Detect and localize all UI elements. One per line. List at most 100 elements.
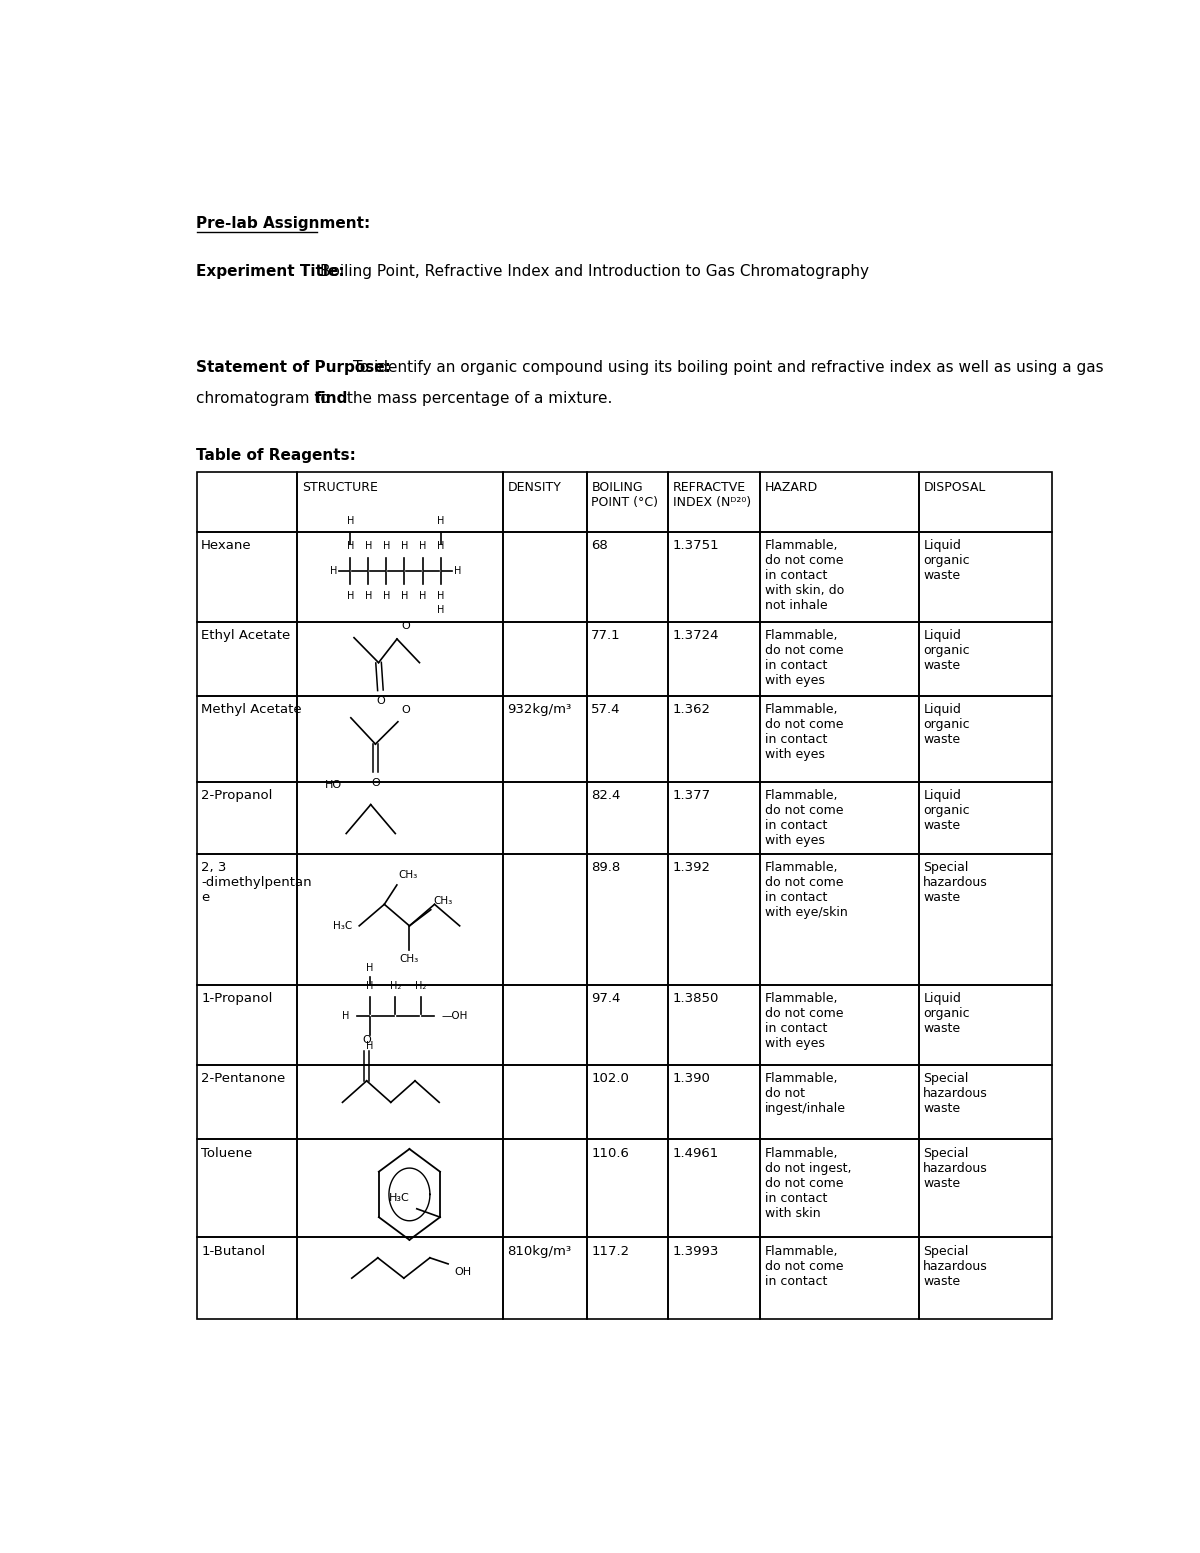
Text: find: find <box>314 391 348 405</box>
Text: Boiling Point, Refractive Index and Introduction to Gas Chromatography: Boiling Point, Refractive Index and Intr… <box>320 264 869 280</box>
Bar <box>503 854 587 985</box>
Text: Flammable,
do not
ingest/inhale: Flammable, do not ingest/inhale <box>764 1073 846 1115</box>
Text: H: H <box>419 590 426 601</box>
Text: DENSITY: DENSITY <box>508 480 562 494</box>
Text: 1.390: 1.390 <box>672 1073 710 1086</box>
Bar <box>197 781 298 854</box>
Text: Special
hazardous
waste: Special hazardous waste <box>923 1073 988 1115</box>
Text: Flammable,
do not come
in contact
with eyes: Flammable, do not come in contact with e… <box>764 789 844 846</box>
Text: Flammable,
do not come
in contact
with eye/skin: Flammable, do not come in contact with e… <box>764 860 847 919</box>
Bar <box>197 621 298 696</box>
Text: Statement of Purpose:: Statement of Purpose: <box>197 360 391 374</box>
Bar <box>761 985 919 1065</box>
Text: H: H <box>401 540 408 551</box>
Text: H: H <box>330 565 337 576</box>
Bar <box>503 472 587 533</box>
Text: H: H <box>401 590 408 601</box>
Bar <box>761 854 919 985</box>
Bar <box>503 621 587 696</box>
Bar <box>668 472 761 533</box>
Bar <box>919 781 1052 854</box>
Bar <box>503 533 587 621</box>
Text: O: O <box>402 621 410 631</box>
Text: CH₃: CH₃ <box>398 870 418 881</box>
Text: Liquid
organic
waste: Liquid organic waste <box>923 629 970 672</box>
Text: CH₃: CH₃ <box>433 896 452 905</box>
Text: 2, 3
-dimethylpentan
e: 2, 3 -dimethylpentan e <box>202 860 312 904</box>
Text: Toluene: Toluene <box>202 1146 252 1160</box>
Text: H: H <box>347 540 354 551</box>
Bar <box>587 1140 668 1238</box>
Text: Special
hazardous
waste: Special hazardous waste <box>923 860 988 904</box>
Bar <box>503 781 587 854</box>
Bar <box>587 472 668 533</box>
Text: REFRACTVE
INDEX (Nᴰ²⁰): REFRACTVE INDEX (Nᴰ²⁰) <box>672 480 751 508</box>
Text: O: O <box>402 705 410 714</box>
Bar <box>761 1238 919 1318</box>
Text: Special
hazardous
waste: Special hazardous waste <box>923 1146 988 1190</box>
Text: H: H <box>366 980 374 991</box>
Text: H: H <box>454 565 462 576</box>
Text: O: O <box>362 1034 371 1045</box>
Bar <box>761 472 919 533</box>
Bar <box>503 696 587 781</box>
Bar <box>197 533 298 621</box>
Text: 1.362: 1.362 <box>672 704 710 716</box>
Text: 97.4: 97.4 <box>592 992 620 1005</box>
Bar <box>668 854 761 985</box>
Bar <box>668 1140 761 1238</box>
Bar <box>298 854 503 985</box>
Text: Liquid
organic
waste: Liquid organic waste <box>923 539 970 582</box>
Text: H₃C: H₃C <box>332 921 352 930</box>
Text: H: H <box>437 516 444 526</box>
Bar <box>197 1140 298 1238</box>
Text: H: H <box>342 1011 349 1020</box>
Bar <box>503 1065 587 1140</box>
Text: 102.0: 102.0 <box>592 1073 629 1086</box>
Bar <box>587 1238 668 1318</box>
Bar <box>197 472 298 533</box>
Bar <box>668 985 761 1065</box>
Bar <box>668 1065 761 1140</box>
Bar <box>298 1238 503 1318</box>
Bar <box>197 1065 298 1140</box>
Text: H: H <box>383 590 390 601</box>
Text: Liquid
organic
waste: Liquid organic waste <box>923 704 970 745</box>
Bar <box>197 1238 298 1318</box>
Bar <box>197 854 298 985</box>
Bar <box>668 781 761 854</box>
Text: O: O <box>376 696 385 707</box>
Text: Flammable,
do not come
in contact
with skin, do
not inhale: Flammable, do not come in contact with s… <box>764 539 845 612</box>
Text: Hexane: Hexane <box>202 539 252 553</box>
Text: HO: HO <box>324 780 342 790</box>
Bar <box>919 1140 1052 1238</box>
Text: Experiment Title:: Experiment Title: <box>197 264 346 280</box>
Bar <box>587 985 668 1065</box>
Text: 2-Propanol: 2-Propanol <box>202 789 272 801</box>
Bar <box>587 1065 668 1140</box>
Bar <box>761 533 919 621</box>
Text: 1.4961: 1.4961 <box>672 1146 719 1160</box>
Text: Liquid
organic
waste: Liquid organic waste <box>923 992 970 1036</box>
Bar <box>919 985 1052 1065</box>
Text: 68: 68 <box>592 539 608 553</box>
Text: Methyl Acetate: Methyl Acetate <box>202 704 301 716</box>
Text: —OH: —OH <box>442 1011 468 1020</box>
Bar <box>761 696 919 781</box>
Bar <box>298 1065 503 1140</box>
Bar <box>761 1140 919 1238</box>
Text: Flammable,
do not come
in contact
with eyes: Flammable, do not come in contact with e… <box>764 992 844 1050</box>
Bar <box>587 854 668 985</box>
Bar <box>761 1065 919 1140</box>
Text: H: H <box>347 590 354 601</box>
Bar <box>668 621 761 696</box>
Text: H: H <box>383 540 390 551</box>
Text: H: H <box>365 540 372 551</box>
Text: H: H <box>419 540 426 551</box>
Bar <box>503 985 587 1065</box>
Text: 57.4: 57.4 <box>592 704 620 716</box>
Bar <box>668 533 761 621</box>
Text: 1.377: 1.377 <box>672 789 710 801</box>
Text: Flammable,
do not come
in contact
with eyes: Flammable, do not come in contact with e… <box>764 629 844 686</box>
Text: Special
hazardous
waste: Special hazardous waste <box>923 1244 988 1287</box>
